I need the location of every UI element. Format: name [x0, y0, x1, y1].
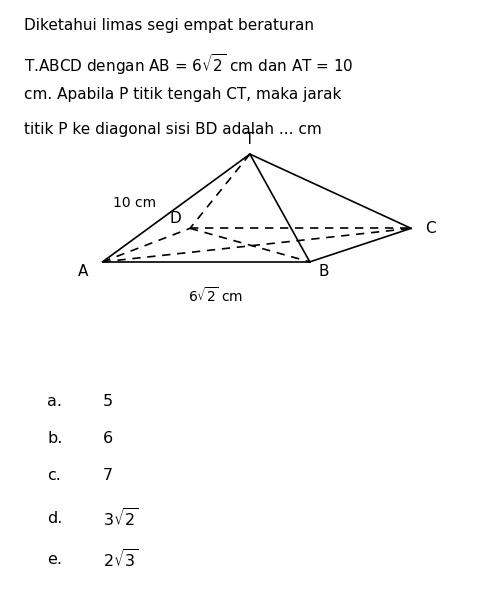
- Text: a.: a.: [47, 394, 62, 409]
- Text: Diketahui limas segi empat beraturan: Diketahui limas segi empat beraturan: [24, 18, 314, 33]
- Text: b.: b.: [47, 431, 63, 446]
- Text: 7: 7: [102, 468, 113, 483]
- Text: D: D: [169, 211, 181, 226]
- Text: B: B: [319, 264, 329, 279]
- Text: e.: e.: [47, 552, 62, 567]
- Text: titik P ke diagonal sisi BD adalah ... cm: titik P ke diagonal sisi BD adalah ... c…: [24, 122, 322, 137]
- Text: 5: 5: [102, 394, 113, 409]
- Text: T.ABCD dengan AB = $6\sqrt{2}$ cm dan AT = 10: T.ABCD dengan AB = $6\sqrt{2}$ cm dan AT…: [24, 52, 354, 77]
- Text: cm. Apabila P titik tengah CT, maka jarak: cm. Apabila P titik tengah CT, maka jara…: [24, 87, 342, 102]
- Text: d.: d.: [47, 511, 63, 526]
- Text: T: T: [245, 132, 255, 147]
- Text: 10 cm: 10 cm: [113, 196, 156, 210]
- Text: $6\sqrt{2}$ cm: $6\sqrt{2}$ cm: [188, 286, 243, 305]
- Text: 6: 6: [102, 431, 113, 446]
- Text: $3\sqrt{2}$: $3\sqrt{2}$: [102, 507, 138, 529]
- Text: c.: c.: [47, 468, 61, 483]
- Text: C: C: [425, 221, 436, 236]
- Text: A: A: [78, 264, 89, 279]
- Text: $2\sqrt{3}$: $2\sqrt{3}$: [102, 548, 138, 571]
